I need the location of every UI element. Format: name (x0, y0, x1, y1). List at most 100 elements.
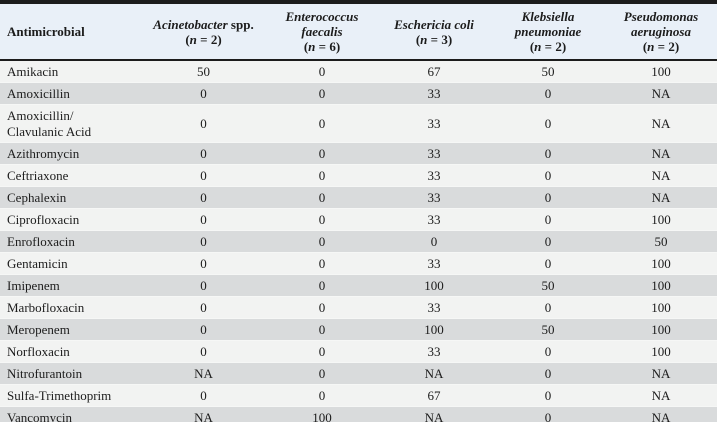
susceptibility-value: 50 (197, 63, 210, 79)
susceptibility-value: NA (605, 384, 717, 407)
susceptibility-value: 0 (140, 208, 267, 231)
susceptibility-value: 0 (140, 252, 267, 275)
susceptibility-value: 33 (377, 82, 491, 105)
susceptibility-value: 0 (267, 384, 377, 407)
column-header-antimicrobial: Antimicrobial (0, 2, 140, 61)
susceptibility-value: 0 (491, 104, 605, 143)
susceptibility-value: 0 (267, 230, 377, 253)
susceptibility-value: 0 (267, 164, 377, 187)
susceptibility-value: 0 (377, 230, 491, 253)
susceptibility-value: NA (605, 362, 717, 385)
antimicrobial-name: Azithromycin (0, 142, 140, 165)
species-name: Pseudomonas aeruginosa (623, 9, 699, 39)
sample-size: (n = 3) (415, 31, 453, 47)
susceptibility-value: 0 (318, 63, 326, 79)
susceptibility-value: 0 (140, 164, 267, 187)
susceptibility-value: 33 (377, 208, 491, 231)
column-header-acinetobacter: Acinetobacter spp. (n = 2) (140, 2, 267, 61)
susceptibility-value: 33 (377, 104, 491, 143)
susceptibility-value: NA (605, 406, 717, 422)
susceptibility-value: 0 (491, 208, 605, 231)
susceptibility-value: 0 (491, 164, 605, 187)
species-name: Acinetobacter spp. (153, 16, 254, 32)
susceptibility-value: 33 (377, 164, 491, 187)
susceptibility-value: NA (605, 82, 717, 105)
species-name: Eschericia coli (394, 16, 474, 32)
header-row: Antimicrobial Acinetobacter spp. (n = 2) … (0, 2, 717, 61)
table-row: Marbofloxacin 0 0 33 0 100 (0, 296, 717, 319)
table-row: Amoxicillin 0 0 33 0 NA (0, 82, 717, 105)
susceptibility-value: 0 (491, 362, 605, 385)
susceptibility-value: NA (377, 406, 491, 422)
susceptibility-value: 100 (605, 296, 717, 319)
antimicrobial-name: Imipenem (0, 274, 140, 297)
susceptibility-value: 0 (267, 252, 377, 275)
susceptibility-value: 100 (605, 252, 717, 275)
susceptibility-value: NA (140, 362, 267, 385)
antimicrobial-name: Ceftriaxone (0, 164, 140, 187)
table-row: Imipenem 0 0 100 50 100 (0, 274, 717, 297)
susceptibility-value: 67 (427, 63, 441, 79)
table-row: Ciprofloxacin 0 0 33 0 100 (0, 208, 717, 231)
susceptibility-value: 0 (267, 296, 377, 319)
table-row: Sulfa-Trimethoprim 0 0 67 0 NA (0, 384, 717, 407)
table-row: Enrofloxacin 0 0 0 0 50 (0, 230, 717, 253)
antimicrobial-name: Amikacin (7, 63, 59, 79)
susceptibility-value: 0 (267, 362, 377, 385)
sample-size: (n = 2) (642, 39, 680, 54)
susceptibility-value: NA (140, 406, 267, 422)
antimicrobial-name: Ciprofloxacin (0, 208, 140, 231)
susceptibility-value: 0 (491, 296, 605, 319)
susceptibility-value: 0 (491, 142, 605, 165)
table-row: Azithromycin 0 0 33 0 NA (0, 142, 717, 165)
susceptibility-value: 0 (140, 296, 267, 319)
antimicrobial-name: Gentamicin (0, 252, 140, 275)
column-header-klebsiella: Klebsiella pneumoniae (n = 2) (491, 2, 605, 61)
antimicrobial-name: Enrofloxacin (0, 230, 140, 253)
antimicrobial-name: Sulfa-Trimethoprim (0, 384, 140, 407)
susceptibility-value: 0 (140, 274, 267, 297)
susceptibility-value: 0 (267, 208, 377, 231)
susceptibility-value: 67 (377, 384, 491, 407)
susceptibility-value: 100 (605, 318, 717, 341)
table-body: Amikacin 50 0 67 50 100 Amoxicillin 0 0 33 0 NA Amox… (0, 60, 717, 422)
antimicrobial-name: Amoxicillin (0, 82, 140, 105)
susceptibility-value: 0 (267, 142, 377, 165)
susceptibility-value: NA (605, 186, 717, 209)
susceptibility-value: NA (605, 164, 717, 187)
susceptibility-value: 33 (377, 296, 491, 319)
susceptibility-value: 33 (377, 186, 491, 209)
susceptibility-value: 0 (267, 104, 377, 143)
susceptibility-value: 0 (267, 274, 377, 297)
sample-size: (n = 2) (529, 39, 567, 54)
antimicrobial-name: Marbofloxacin (0, 296, 140, 319)
table-row: Amikacin 50 0 67 50 100 (0, 60, 717, 83)
susceptibility-value: 0 (267, 82, 377, 105)
table-row: Vancomycin NA 100 NA 0 NA (0, 406, 717, 422)
susceptibility-value: 100 (605, 208, 717, 231)
table-row: Meropenem 0 0 100 50 100 (0, 318, 717, 341)
table-row: Ceftriaxone 0 0 33 0 NA (0, 164, 717, 187)
susceptibility-value: 0 (140, 142, 267, 165)
susceptibility-value: 0 (140, 384, 267, 407)
table-row: Norfloxacin 0 0 33 0 100 (0, 340, 717, 363)
susceptibility-value: 50 (491, 274, 605, 297)
sample-size: (n = 2) (185, 31, 222, 47)
susceptibility-value: 0 (140, 340, 267, 363)
susceptibility-value: 0 (140, 186, 267, 209)
species-name: Klebsiella pneumoniae (514, 9, 582, 39)
susceptibility-value: NA (605, 142, 717, 165)
susceptibility-value: 100 (267, 406, 377, 422)
susceptibility-value: 0 (491, 384, 605, 407)
susceptibility-value: 50 (491, 318, 605, 341)
susceptibility-value: 100 (651, 63, 671, 79)
susceptibility-value: 33 (377, 252, 491, 275)
susceptibility-value: 0 (267, 318, 377, 341)
susceptibility-value: 100 (377, 274, 491, 297)
susceptibility-value: 0 (140, 318, 267, 341)
susceptibility-value: 100 (377, 318, 491, 341)
susceptibility-value: 0 (491, 186, 605, 209)
sample-size: (n = 6) (303, 39, 341, 54)
susceptibility-value: 33 (377, 340, 491, 363)
susceptibility-value: 0 (491, 252, 605, 275)
